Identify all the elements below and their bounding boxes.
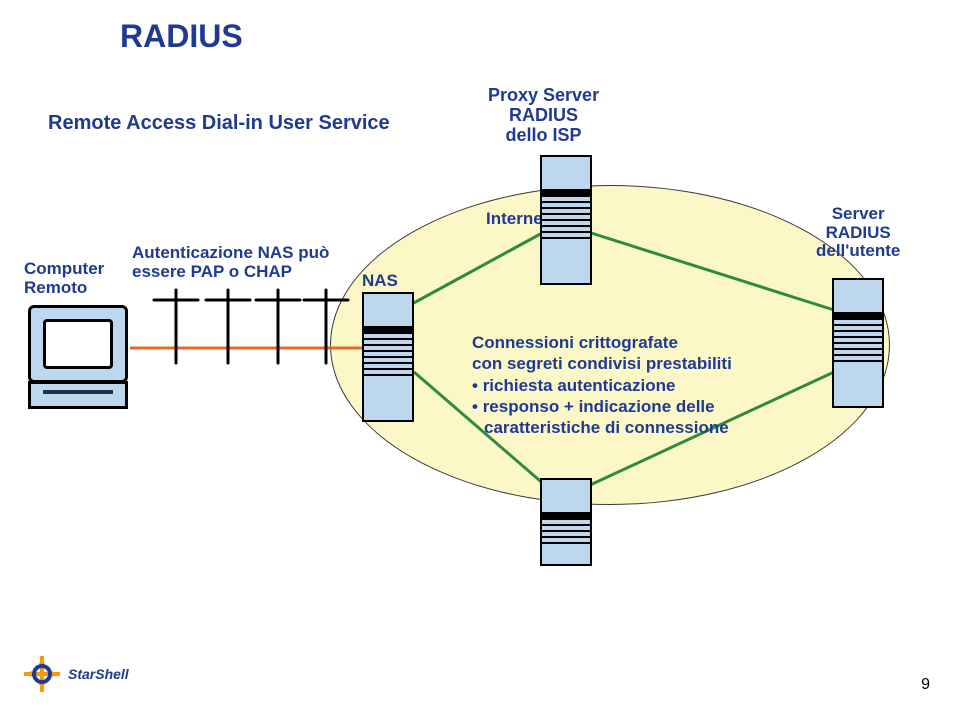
page-number: 9 (921, 676, 930, 694)
connection-details: Connessioni crittografate con segreti co… (472, 332, 732, 438)
text: responso + indicazione delle (472, 396, 732, 417)
server-nas (362, 292, 414, 422)
server-front (540, 478, 592, 566)
text: Remoto (24, 279, 104, 298)
client-computer (28, 305, 128, 409)
text: Connessioni crittografate (472, 332, 732, 353)
label-server-radius-utente: Server RADIUS dell'utente (816, 205, 900, 261)
text: Computer (24, 260, 104, 279)
text: con segreti condivisi prestabiliti (472, 353, 732, 374)
text: richiesta autenticazione (472, 375, 732, 396)
text: RADIUS (816, 224, 900, 243)
server-user-radius (832, 278, 884, 408)
starshell-icon (22, 654, 62, 694)
label-auth-note: Autenticazione NAS può essere PAP o CHAP (132, 244, 329, 281)
text: caratteristiche di connessione (472, 417, 732, 438)
text: Proxy Server (488, 86, 599, 106)
text: Autenticazione NAS può (132, 244, 329, 263)
logo-text: StarShell (68, 666, 129, 682)
logo: StarShell (22, 654, 129, 694)
text: RADIUS (488, 106, 599, 126)
text: Server (816, 205, 900, 224)
server-proxy (540, 155, 592, 285)
label-proxy-server: Proxy Server RADIUS dello ISP (488, 86, 599, 145)
text: essere PAP o CHAP (132, 263, 329, 282)
text: dello ISP (488, 126, 599, 146)
text: dell'utente (816, 242, 900, 261)
label-nas: NAS (362, 272, 398, 291)
label-computer-remoto: Computer Remoto (24, 260, 104, 297)
label-internet: Internet (486, 210, 548, 229)
